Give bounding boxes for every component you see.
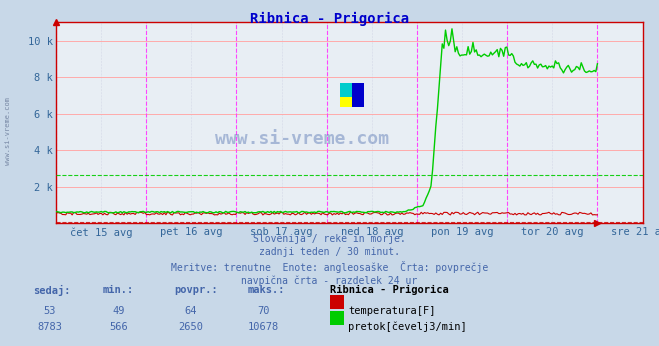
Bar <box>341 83 352 97</box>
Text: 70: 70 <box>258 306 270 316</box>
Text: 8783: 8783 <box>37 322 62 332</box>
Text: zadnji teden / 30 minut.: zadnji teden / 30 minut. <box>259 247 400 257</box>
Bar <box>352 83 364 107</box>
Text: 566: 566 <box>109 322 128 332</box>
Text: Meritve: trenutne  Enote: angleosaške  Črta: povprečje: Meritve: trenutne Enote: angleosaške Črt… <box>171 261 488 273</box>
Text: Ribnica - Prigorica: Ribnica - Prigorica <box>330 285 448 295</box>
Text: min.:: min.: <box>102 285 133 295</box>
Text: 53: 53 <box>43 306 55 316</box>
Bar <box>341 83 352 107</box>
Text: Ribnica - Prigorica: Ribnica - Prigorica <box>250 12 409 26</box>
Text: povpr.:: povpr.: <box>175 285 218 295</box>
Text: www.si-vreme.com: www.si-vreme.com <box>215 130 389 148</box>
Text: navpična črta - razdelek 24 ur: navpična črta - razdelek 24 ur <box>241 275 418 285</box>
Text: sedaj:: sedaj: <box>33 285 71 297</box>
Text: temperatura[F]: temperatura[F] <box>348 306 436 316</box>
Text: 10678: 10678 <box>248 322 279 332</box>
Text: maks.:: maks.: <box>247 285 285 295</box>
Text: 64: 64 <box>185 306 197 316</box>
Text: Slovenija / reke in morje.: Slovenija / reke in morje. <box>253 234 406 244</box>
Text: 49: 49 <box>113 306 125 316</box>
Text: 2650: 2650 <box>179 322 204 332</box>
Text: www.si-vreme.com: www.si-vreme.com <box>5 98 11 165</box>
Text: pretok[čevelj3/min]: pretok[čevelj3/min] <box>348 322 467 332</box>
